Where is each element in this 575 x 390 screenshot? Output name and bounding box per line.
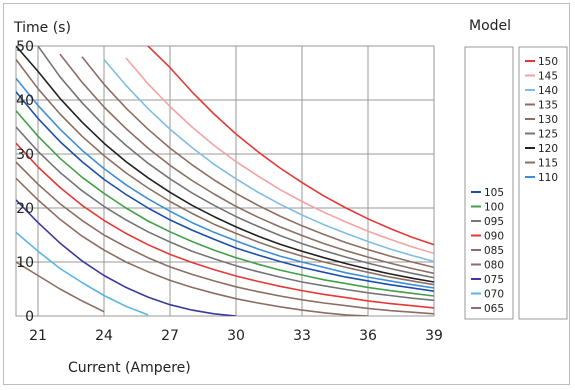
legend-label-130: 130	[538, 114, 558, 126]
x-tick-label: 39	[425, 328, 443, 344]
chart-frame: Time (s) Current (Ampere) Model 21 24 27 30…	[3, 3, 570, 385]
series-line-110	[16, 77, 434, 289]
legend-label-080: 080	[484, 260, 504, 272]
x-axis-label: Current (Ampere)	[68, 360, 191, 376]
series-line-125	[37, 46, 434, 279]
y-tick-label: 10	[16, 255, 34, 271]
series-lines	[16, 46, 434, 316]
legend-label-125: 125	[538, 129, 558, 141]
y-tick-label: 50	[16, 39, 34, 55]
legend-label-150: 150	[538, 56, 558, 68]
x-tick-label: 21	[29, 328, 47, 344]
y-tick-label: 30	[16, 147, 34, 163]
series-line-085	[16, 161, 434, 315]
legend-label-105: 105	[484, 187, 504, 199]
legend-label-075: 075	[484, 274, 504, 286]
y-tick-label: 40	[16, 93, 34, 109]
legend-box-left	[464, 46, 514, 320]
tick-labels: 21 24 27 30 33 36 39 0 10 20 30 40 50	[16, 39, 443, 344]
grid	[15, 45, 435, 317]
legend-label-140: 140	[538, 85, 558, 97]
series-line-135	[81, 56, 434, 269]
legend-label-135: 135	[538, 100, 558, 112]
series-line-105	[16, 91, 434, 292]
legend-title: Model	[469, 18, 511, 34]
legend-label-085: 085	[484, 245, 504, 257]
legend-label-120: 120	[538, 143, 558, 155]
series-line-080	[16, 177, 369, 316]
y-axis-label: Time (s)	[13, 20, 71, 36]
legend-label-115: 115	[538, 158, 558, 170]
legend-label-110: 110	[538, 172, 558, 184]
legend-label-090: 090	[484, 231, 504, 243]
series-line-115	[16, 59, 434, 286]
legend-label-095: 095	[484, 216, 504, 228]
x-tick-label: 27	[161, 328, 179, 344]
series-line-090	[16, 142, 434, 309]
legend-label-065: 065	[484, 303, 504, 315]
legend: 105 100 095 090 085 080 075 070 065 150 145 140 135 1…	[471, 56, 558, 315]
x-tick-label: 24	[95, 328, 113, 344]
legend-label-145: 145	[538, 71, 558, 83]
y-tick-label: 0	[25, 309, 34, 325]
x-tick-label: 33	[293, 328, 311, 344]
y-tick-label: 20	[16, 201, 34, 217]
series-line-140	[103, 58, 434, 263]
series-line-095	[16, 126, 434, 302]
series-line-070	[16, 231, 149, 316]
plot-area	[15, 45, 435, 317]
series-line-075	[16, 199, 237, 316]
series-line-065	[16, 261, 105, 313]
chart-svg: Time (s) Current (Ampere) Model 21 24 27 30…	[13, 18, 568, 376]
series-line-120	[16, 46, 434, 283]
x-tick-label: 36	[359, 328, 377, 344]
series-line-100	[16, 110, 434, 297]
x-tick-label: 30	[227, 328, 245, 344]
series-line-150	[147, 46, 434, 246]
legend-label-100: 100	[484, 202, 504, 214]
series-line-130	[59, 53, 434, 275]
series-line-145	[125, 57, 434, 255]
legend-label-070: 070	[484, 289, 504, 301]
legend-box-right	[518, 46, 568, 320]
